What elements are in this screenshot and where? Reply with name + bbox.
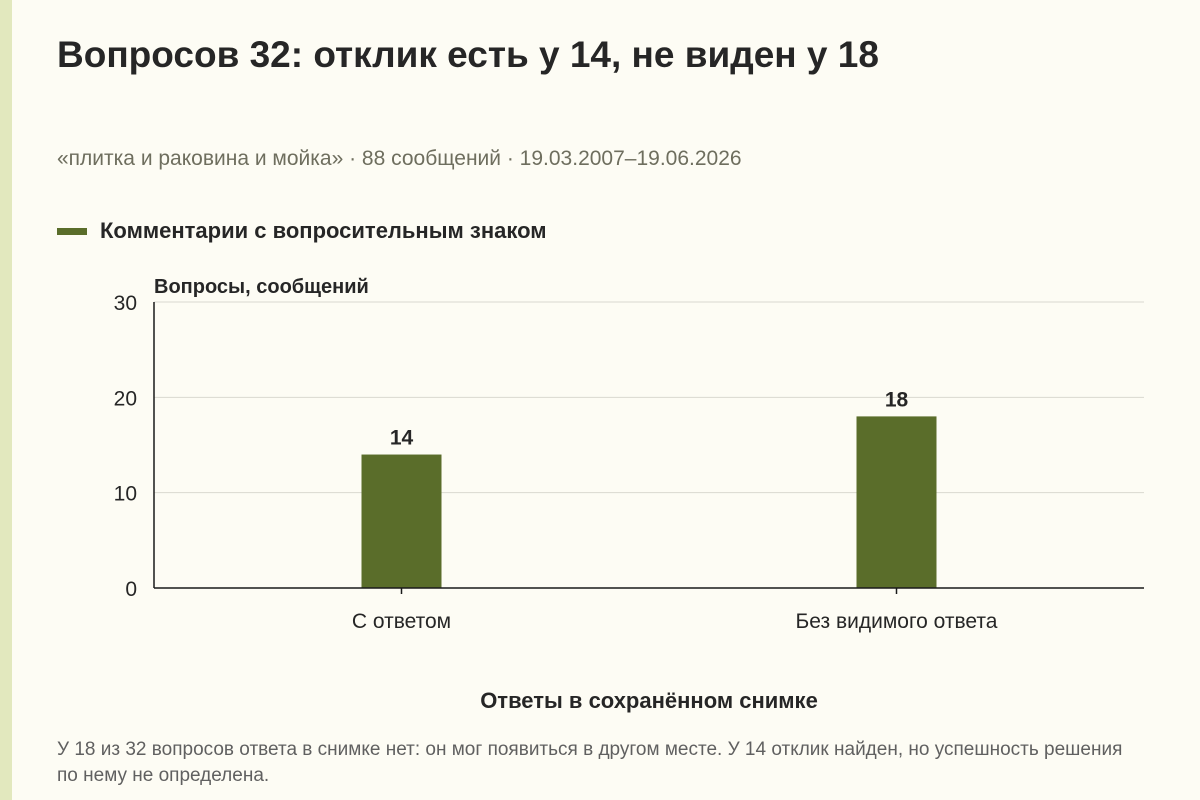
chart-legend: Комментарии с вопросительным знаком <box>57 218 547 244</box>
x-tick-label: Без видимого ответа <box>796 610 998 633</box>
data-label: 14 <box>390 427 414 450</box>
page-title: Вопросов 32: отклик есть у 14, не виден … <box>57 34 879 75</box>
page-subtitle: «плитка и раковина и мойка» · 88 сообщен… <box>57 147 742 170</box>
gridlines <box>154 301 1144 494</box>
data-label: 18 <box>885 388 909 411</box>
left-accent-strip <box>0 0 12 800</box>
bar <box>361 454 442 588</box>
y-axis-ticks: 0 10 20 30 <box>114 292 137 601</box>
x-axis-ticks: С ответом Без видимого ответа <box>352 588 998 633</box>
y-axis-title: Вопросы, сообщений <box>154 276 369 298</box>
y-tick-label: 30 <box>114 292 137 315</box>
x-axis-title: Ответы в сохранённом снимке <box>480 688 818 713</box>
bars <box>361 416 937 588</box>
legend-label: Комментарии с вопросительным знаком <box>100 218 547 243</box>
legend-swatch <box>57 227 87 235</box>
bar <box>856 416 937 588</box>
y-tick-label: 0 <box>125 578 137 601</box>
x-tick-label: С ответом <box>352 610 451 633</box>
footnote: У 18 из 32 вопросов ответа в снимке нет:… <box>57 739 1123 786</box>
data-labels: 14 18 <box>390 388 909 449</box>
y-tick-label: 10 <box>114 483 137 506</box>
y-tick-label: 20 <box>114 387 137 410</box>
